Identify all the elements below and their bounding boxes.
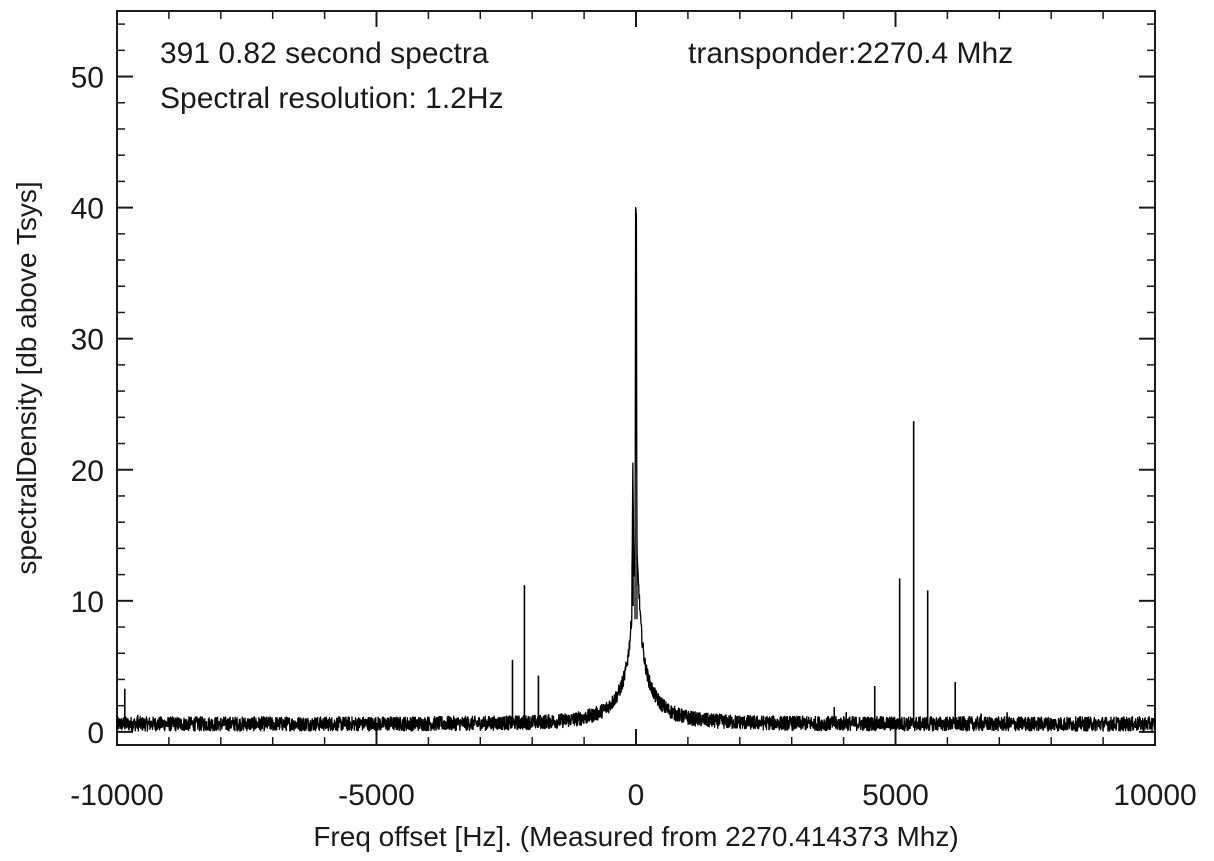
axis-ticks (116, 11, 1156, 745)
x-tick-label: 5000 (862, 779, 929, 812)
y-tick-label: 50 (71, 62, 104, 95)
y-tick-label: 10 (71, 586, 104, 619)
x-tick-label: 0 (628, 779, 645, 812)
y-tick-label: 40 (71, 193, 104, 226)
y-axis-label: spectralDensity [db above Tsys] (11, 181, 42, 574)
axis-tick-labels: -10000 -5000 0 5000 10000 0 10 20 30 40 50 (70, 62, 1196, 812)
y-tick-label: 30 (71, 324, 104, 357)
x-tick-label: -5000 (338, 779, 415, 812)
y-tick-label: 20 (71, 455, 104, 488)
annotation-spectra-count: 391 0.82 second spectra (160, 37, 489, 70)
spectral-spikes (123, 421, 1008, 725)
annotation-spectral-resolution: Spectral resolution: 1.2Hz (160, 82, 504, 115)
x-tick-label: 10000 (1113, 779, 1196, 812)
y-tick-label: 0 (87, 717, 104, 750)
x-axis-label: Freq offset [Hz]. (Measured from 2270.41… (313, 821, 958, 852)
annotation-transponder: transponder:2270.4 Mhz (688, 37, 1013, 70)
x-tick-label: -10000 (70, 779, 163, 812)
spectrum-line (116, 206, 1156, 732)
